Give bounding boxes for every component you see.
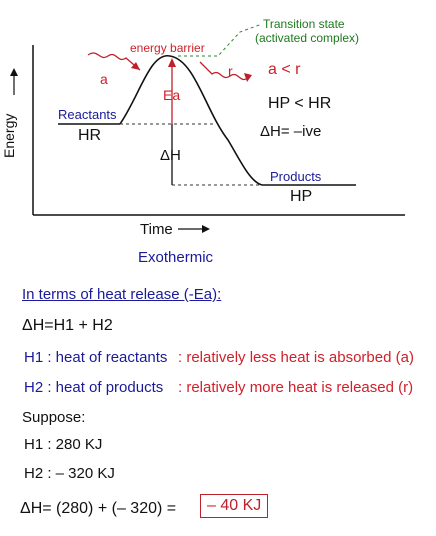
hr-label: HR <box>78 127 102 144</box>
release-arrow <box>199 61 249 81</box>
delta-h-formula: ΔH=H1 + H2 <box>22 317 113 334</box>
energy-axis-label: Energy <box>1 113 17 158</box>
ea-label: Ea <box>163 87 181 103</box>
h2-definition: H2 : heat of products <box>24 379 164 396</box>
transition-pointer <box>178 23 263 57</box>
answer-box: – 40 KJ <box>200 494 269 518</box>
h2-value: H2 : – 320 KJ <box>24 465 115 482</box>
x-arrowhead <box>202 225 210 233</box>
h1-value: H1 : 280 KJ <box>24 436 103 453</box>
heat-release-heading: In terms of heat release (-Ea): <box>22 286 222 303</box>
delta-h-calculation: ΔH= (280) + (– 320) = <box>20 500 177 517</box>
absorb-arrowhead <box>131 62 140 70</box>
h1-definition: H1 : heat of reactants <box>24 349 168 366</box>
delta-h-negative-label: ΔH= –ive <box>260 123 322 140</box>
y-arrowhead <box>10 68 18 76</box>
hp-label: HP <box>290 188 313 205</box>
suppose-label: Suppose: <box>22 409 86 426</box>
exothermic-caption: Exothermic <box>138 249 214 266</box>
energy-barrier-label: energy barrier <box>130 41 205 55</box>
release-arrowhead <box>244 73 252 82</box>
hp-lt-hr-label: HP < HR <box>268 95 332 112</box>
h1-note: : relatively less heat is absorbed (a) <box>178 349 414 366</box>
energy-diagram <box>10 23 405 233</box>
delta-h-label: ΔH <box>160 147 181 164</box>
energy-curve <box>119 55 263 186</box>
time-axis-label: Time <box>140 221 173 238</box>
r-label: r <box>228 63 233 79</box>
a-label: a <box>100 71 108 87</box>
products-label: Products <box>270 169 322 184</box>
h2-note: : relatively more heat is released (r) <box>178 379 414 396</box>
a-lt-r-label: a < r <box>268 61 301 78</box>
activated-complex-label: (activated complex) <box>255 31 360 45</box>
reactants-label: Reactants <box>58 107 117 122</box>
ea-arrowhead <box>168 58 176 67</box>
absorb-arrow <box>87 52 141 71</box>
transition-state-label: Transition state <box>263 17 345 31</box>
